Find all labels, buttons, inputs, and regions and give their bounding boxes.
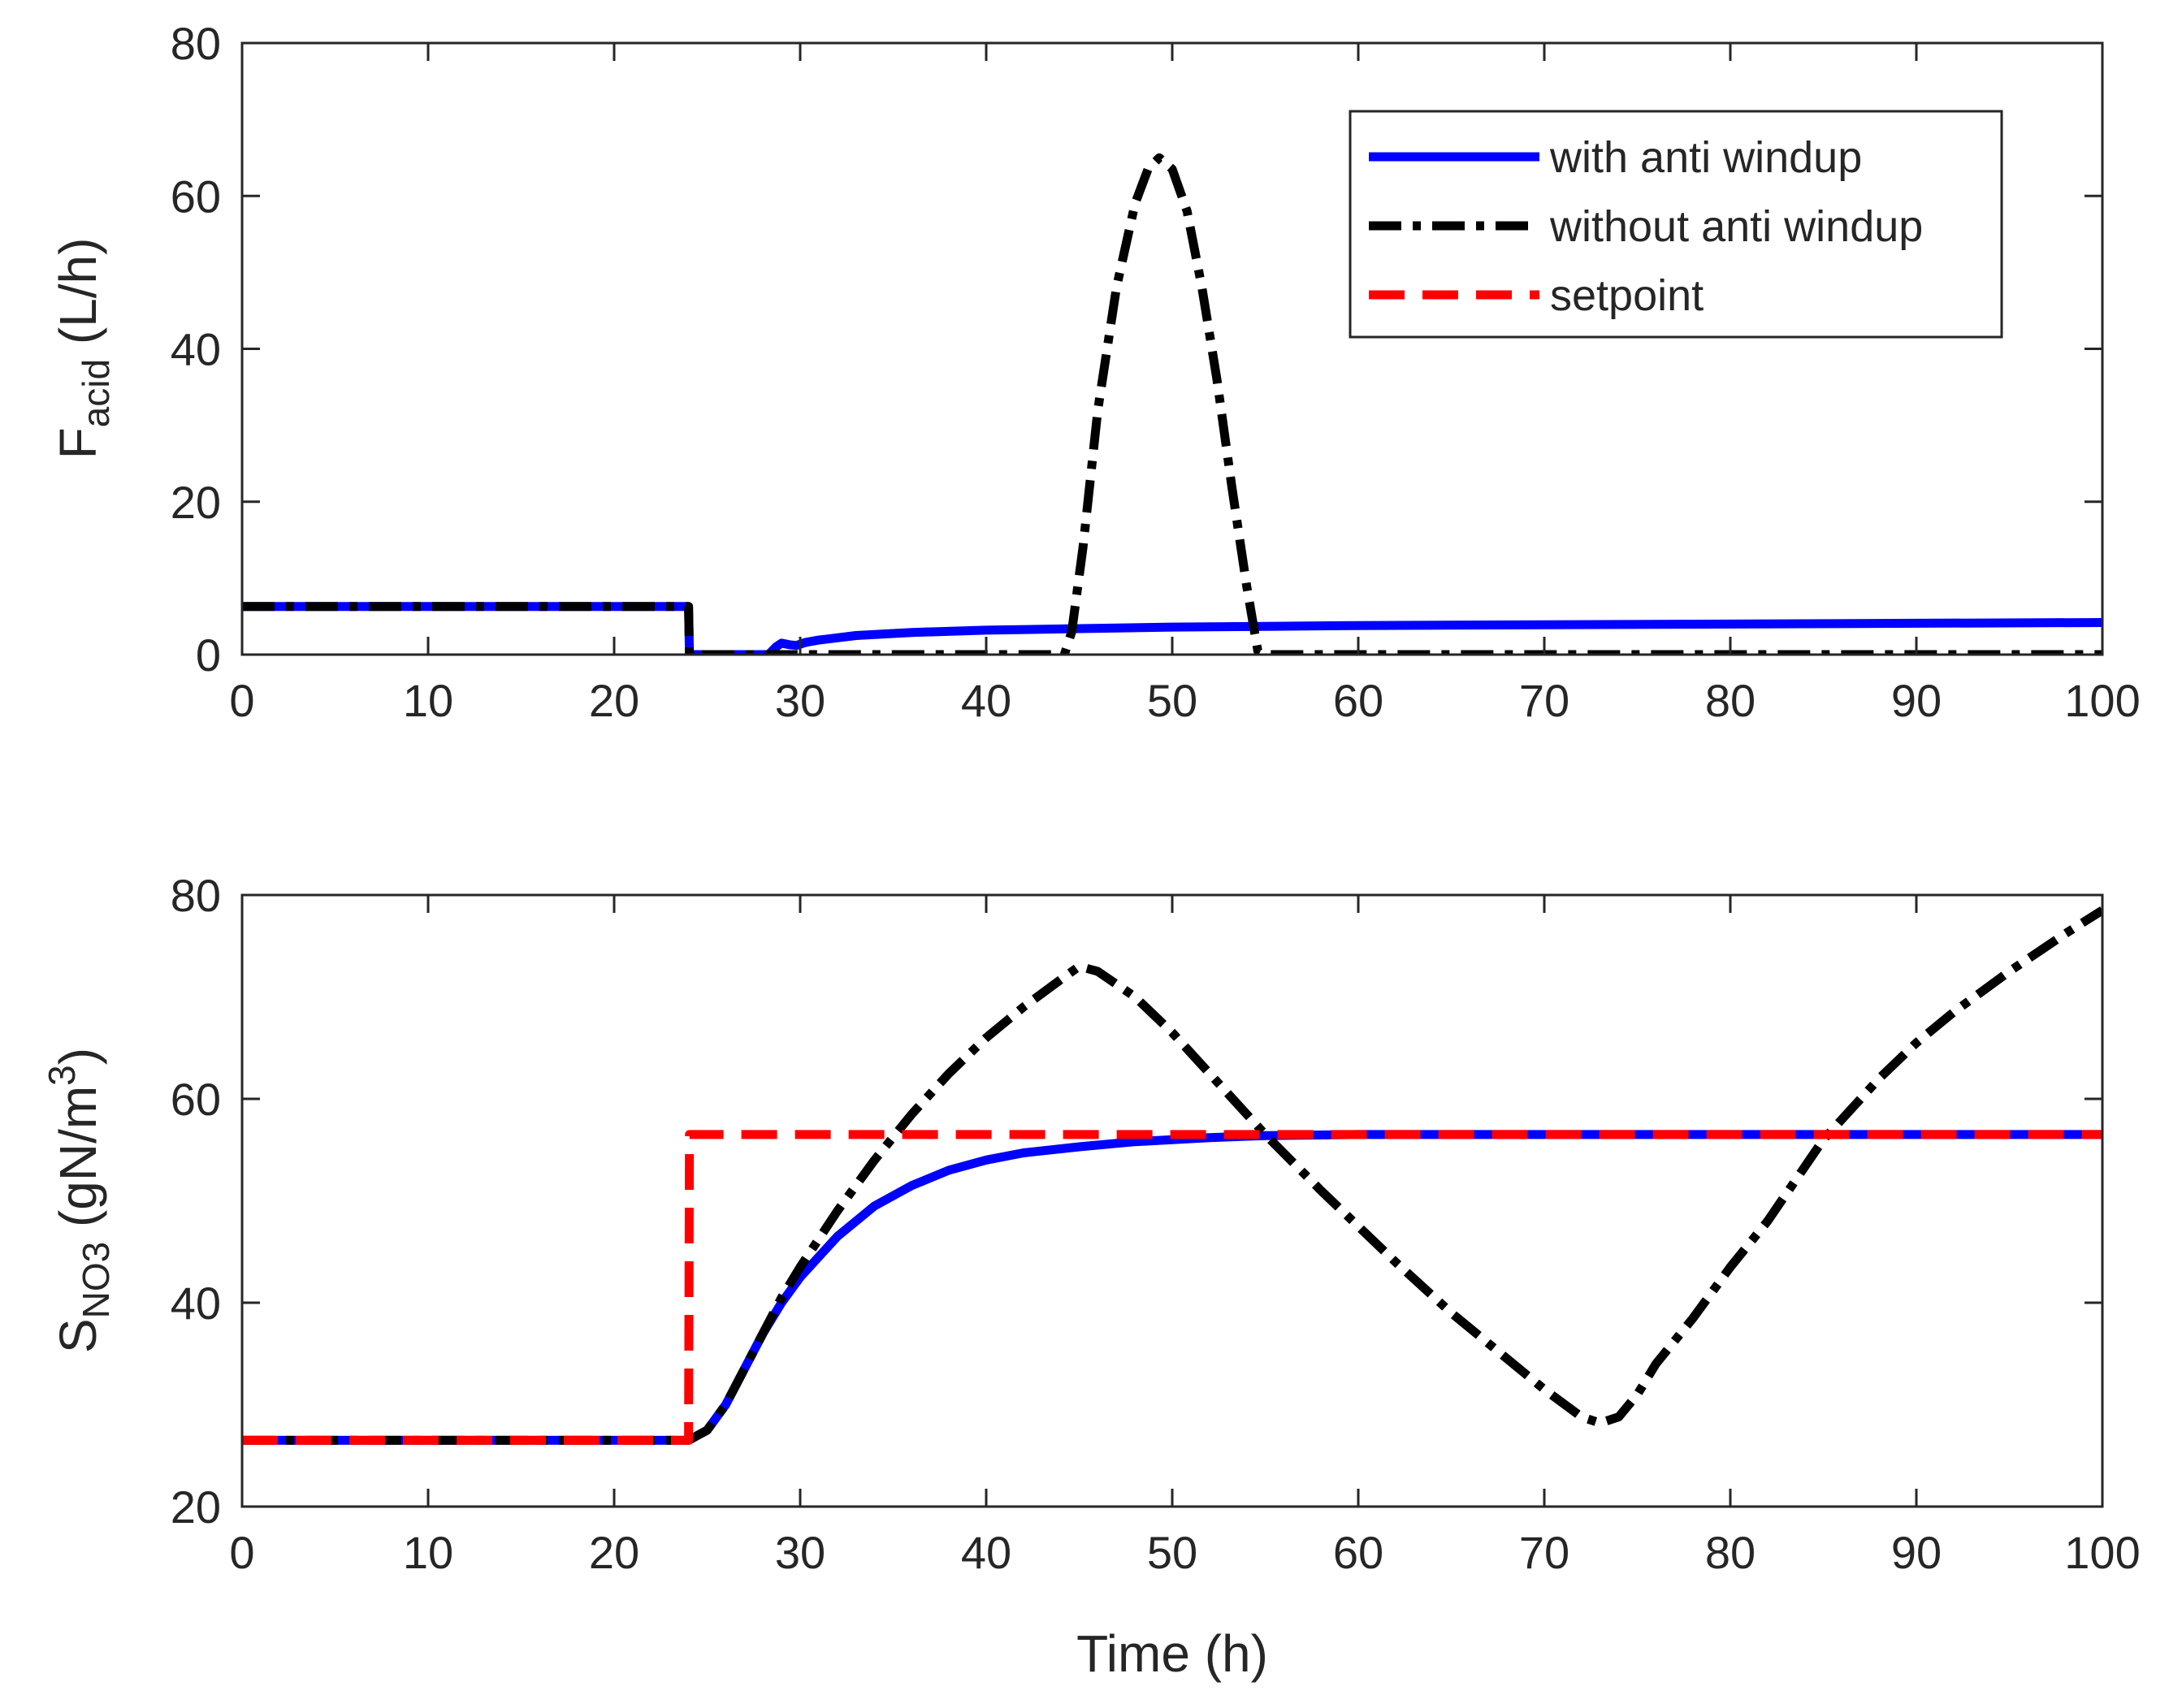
bottom-y-tick-label: 80: [171, 870, 221, 921]
bottom-x-tick-label: 10: [403, 1527, 453, 1578]
bottom-x-axis-label: Time (h): [1076, 1624, 1268, 1683]
top-x-tick-label: 30: [775, 675, 825, 726]
bottom-y-tick-label: 40: [171, 1278, 221, 1329]
bottom-y-tick-label: 60: [171, 1074, 221, 1125]
bottom-chart: 0 10 20 30 40 50 60 70 80 90 100 20 40 60 80 SNO3 (gN/…: [41, 870, 2141, 1683]
bottom-x-tick-label: 40: [961, 1527, 1011, 1578]
bottom-y-label-sub: NO3: [75, 1242, 117, 1319]
top-x-tick-label: 10: [403, 675, 453, 726]
bottom-plot-area: [242, 895, 2102, 1507]
bottom-y-label-sup: 3: [41, 1065, 83, 1086]
top-x-tick-label: 70: [1519, 675, 1569, 726]
top-y-tick-label: 80: [171, 18, 221, 69]
bottom-x-tick-label: 70: [1519, 1527, 1569, 1578]
bottom-series-setpoint: [242, 1130, 2102, 1445]
top-x-tick-label: 40: [961, 675, 1011, 726]
top-ticks: 0 10 20 30 40 50 60 70 80 90 100 0 20 40 60 80: [171, 18, 2141, 726]
bottom-y-tick-label: 20: [171, 1481, 221, 1533]
top-y-label-units: (L/h): [49, 238, 107, 359]
top-x-tick-label: 100: [2064, 675, 2140, 726]
top-y-label-sub: acid: [75, 359, 117, 427]
bottom-x-tick-label: 60: [1333, 1527, 1383, 1578]
top-x-tick-label: 20: [589, 675, 639, 726]
bottom-y-label-main: S: [49, 1318, 107, 1353]
top-x-tick-label: 60: [1333, 675, 1383, 726]
bottom-x-tick-label: 50: [1147, 1527, 1197, 1578]
top-x-tick-label: 80: [1705, 675, 1756, 726]
bottom-x-tick-label: 80: [1705, 1527, 1756, 1578]
legend-label-without-anti-windup: without anti windup: [1549, 202, 1923, 251]
top-x-tick-label: 0: [229, 675, 254, 726]
bottom-series-layer: [242, 906, 2102, 1445]
top-series-layer: [242, 153, 2102, 655]
legend: with anti windup without anti windup set…: [1349, 110, 2003, 339]
bottom-x-tick-label: 90: [1891, 1527, 1942, 1578]
legend-label-setpoint: setpoint: [1550, 271, 1704, 320]
bottom-y-label-units: (gN/m: [49, 1086, 107, 1242]
top-y-tick-label: 20: [171, 477, 221, 528]
bottom-x-tick-label: 30: [775, 1527, 825, 1578]
top-y-tick-label: 40: [171, 324, 221, 375]
legend-label-with-anti-windup: with anti windup: [1549, 133, 1862, 182]
top-x-tick-label: 50: [1147, 675, 1197, 726]
bottom-series-without-anti-windup: [242, 906, 2102, 1445]
top-x-tick-label: 90: [1891, 675, 1942, 726]
bottom-x-tick-label: 20: [589, 1527, 639, 1578]
bottom-y-axis-label: SNO3 (gN/m3): [41, 1048, 117, 1353]
bottom-ticks: 0 10 20 30 40 50 60 70 80 90 100 20 40 60 80: [171, 870, 2141, 1578]
bottom-x-tick-label: 0: [229, 1527, 254, 1578]
top-series-without-anti-windup: [242, 153, 2102, 655]
top-y-tick-label: 60: [171, 171, 221, 222]
bottom-x-tick-label: 100: [2064, 1527, 2140, 1578]
top-chart: 0 10 20 30 40 50 60 70 80 90 100 0 20 40 60 80 Facid (L…: [49, 18, 2141, 726]
top-y-tick-label: 0: [196, 629, 221, 681]
top-y-label-main: F: [49, 427, 107, 459]
bottom-y-label-close: ): [49, 1048, 107, 1065]
top-y-axis-label: Facid (L/h): [49, 238, 117, 460]
